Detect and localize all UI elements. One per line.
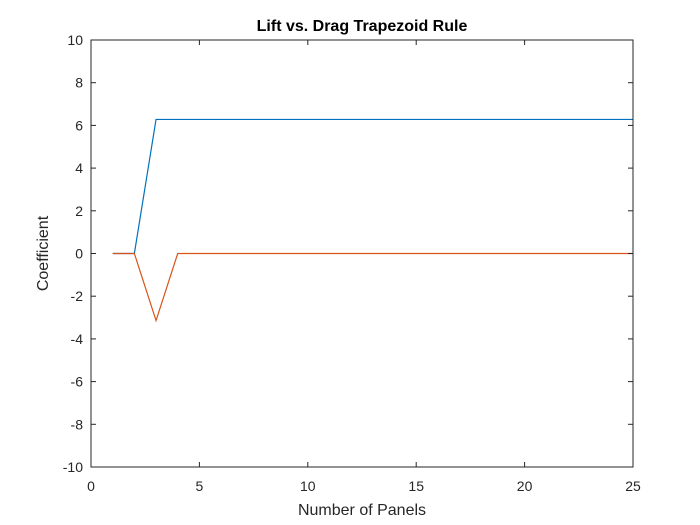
series-line-drag (112, 252, 633, 323)
axis-tick-labels: 0 5 10 15 20 25 -10 -8 -6 -4 -2 0 2 4 6 8 10 (63, 32, 641, 494)
series-line-lift (112, 118, 633, 255)
x-tick-label: 25 (625, 478, 641, 494)
y-axis-title: Coefficient (35, 215, 52, 291)
y-tick-label: 6 (75, 117, 83, 133)
y-tick-label: 2 (75, 203, 83, 219)
y-tick-label: -10 (63, 459, 83, 475)
x-tick-label: 5 (196, 478, 204, 494)
x-tick-label: 0 (87, 478, 95, 494)
y-tick-label: -8 (71, 416, 84, 432)
y-tick-label: 10 (67, 32, 83, 48)
y-tick-label: -2 (71, 288, 84, 304)
y-tick-label: 0 (75, 246, 83, 262)
y-tick-label: 8 (75, 75, 83, 91)
chart-title: Lift vs. Drag Trapezoid Rule (257, 18, 468, 35)
y-tick-label: -6 (71, 374, 84, 390)
x-axis-title: Number of Panels (298, 502, 426, 519)
x-tick-label: 20 (517, 478, 533, 494)
axis-ticks (90, 39, 634, 468)
y-tick-label: -4 (71, 331, 84, 347)
series-layer (112, 118, 633, 323)
y-tick-label: 4 (75, 160, 83, 176)
x-tick-label: 10 (300, 478, 316, 494)
x-tick-label: 15 (408, 478, 424, 494)
